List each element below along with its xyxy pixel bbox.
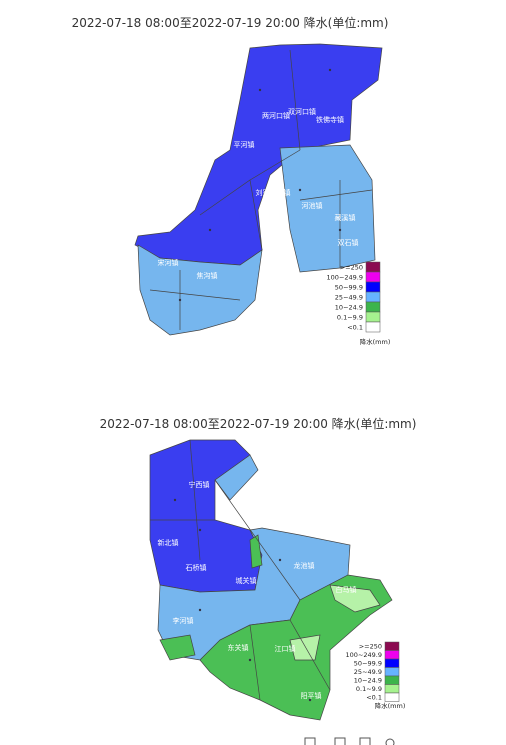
legend-label: >=250 <box>359 642 382 650</box>
legend-label: 50~99.9 <box>354 659 382 667</box>
place-label: 城关镇 <box>236 576 257 585</box>
place-label: 藏溪镇 <box>335 213 356 222</box>
legend-label: <0.1 <box>366 693 382 701</box>
legend-swatch <box>365 311 381 323</box>
legend-swatch <box>384 658 400 668</box>
legend-swatch <box>365 281 381 293</box>
legend-label: 100~249.9 <box>327 274 363 282</box>
legend-label: 0.1~9.9 <box>337 314 363 322</box>
legend-swatch <box>365 301 381 313</box>
map-bottom <box>149 439 393 721</box>
legend-label: 25~49.9 <box>354 668 382 676</box>
legend-unit: 降水(mm) <box>360 337 391 346</box>
place-label: 双河口镇 <box>288 107 316 116</box>
legend-label: 0.1~9.9 <box>356 685 382 693</box>
legend-swatch <box>384 650 400 660</box>
place-label: 龙池镇 <box>294 561 315 570</box>
station-dots <box>173 68 342 702</box>
legend-label: 100~249.9 <box>346 651 382 659</box>
legend-label: 10~24.9 <box>354 676 382 684</box>
map-title: 2022-07-18 08:00至2022-07-19 20:00 降水(单位:… <box>100 416 417 431</box>
legend-swatch <box>365 261 381 273</box>
place-label: 双石镇 <box>338 238 359 247</box>
place-label: 李河镇 <box>173 616 194 625</box>
place-label: 刘家河乡镇 <box>256 188 291 197</box>
place-label: 焦沟镇 <box>197 271 218 280</box>
legend-swatch <box>365 291 381 303</box>
toolbar <box>304 737 395 745</box>
map-top <box>134 43 383 336</box>
place-label: 宁西镇 <box>189 480 210 489</box>
map-title: 2022-07-18 08:00至2022-07-19 20:00 降水(单位:… <box>72 15 389 30</box>
place-label: 新北镇 <box>158 538 179 547</box>
legend-label: 25~49.9 <box>335 294 363 302</box>
legend-swatch <box>365 271 381 283</box>
legend-swatch <box>384 675 400 685</box>
legend-swatch <box>384 667 400 677</box>
legend-unit: 降水(mm) <box>375 701 406 710</box>
legend-swatch <box>365 321 381 333</box>
place-label: 两河口镇 <box>262 111 290 120</box>
place-label: 平河镇 <box>234 140 255 149</box>
place-label: 宋河镇 <box>158 258 179 267</box>
place-label: 铁佛寺镇 <box>316 115 344 124</box>
place-label: 阳平镇 <box>301 691 322 700</box>
legend-label: >=250 <box>340 264 363 272</box>
legend-label: <0.1 <box>347 324 363 332</box>
legend-label: 50~99.9 <box>335 284 363 292</box>
legend-swatch <box>384 692 400 702</box>
place-label: 石桥镇 <box>186 563 207 572</box>
legend-swatch <box>384 641 400 651</box>
place-label: 河池镇 <box>302 201 323 210</box>
legend-label: 10~24.9 <box>335 304 363 312</box>
place-label: 东关镇 <box>228 643 249 652</box>
legend-swatch <box>384 684 400 694</box>
place-label: 白马镇 <box>336 585 357 594</box>
place-label: 江口镇 <box>275 644 296 653</box>
